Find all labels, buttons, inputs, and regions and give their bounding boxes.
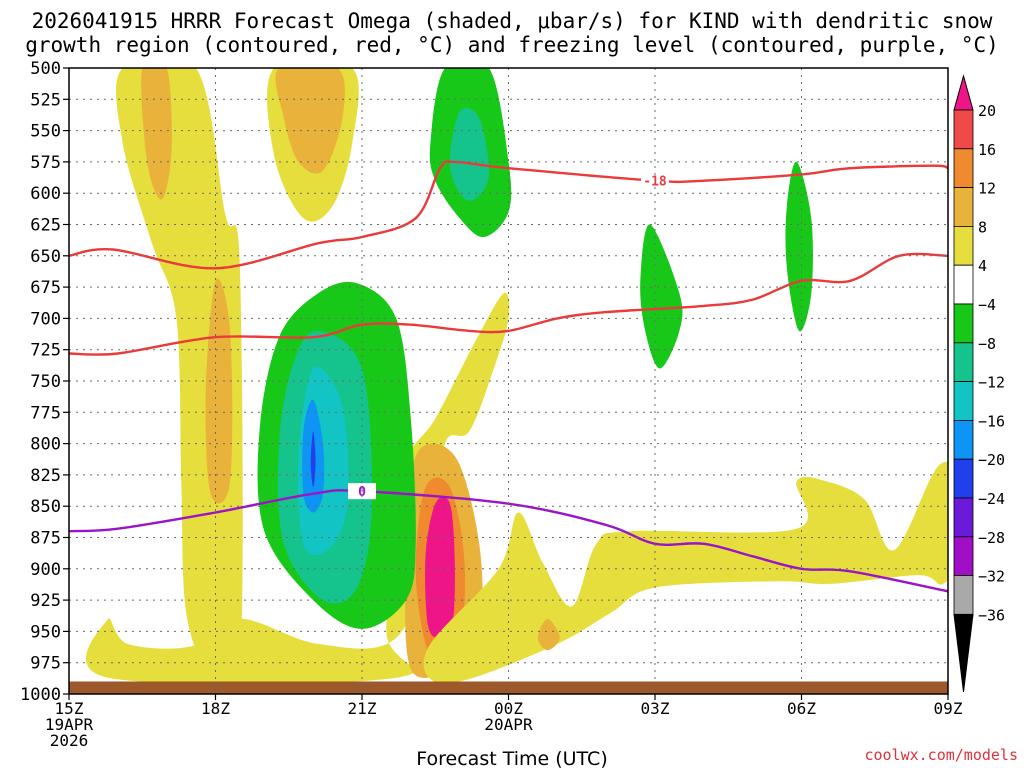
y-tick-label-800: 800	[30, 435, 61, 455]
colorbar-bottom-arrow	[953, 613, 974, 693]
y-tick-label-675: 675	[30, 278, 61, 298]
colorbar-segment-8	[953, 381, 974, 421]
colorbar-label-9: −20	[978, 451, 1005, 469]
colorbar-segment-9	[953, 419, 974, 460]
x-tick-label-3: 18Z	[201, 699, 230, 718]
omega-colorbar: 20 16 12 8 4 −4 −8 −12 −16 −20 −24 −28 −32 −36	[953, 74, 1005, 693]
omega-region-downward-motion-afternoon-peak	[310, 431, 316, 488]
colorbar-label-10: −24	[978, 490, 1005, 508]
y-tick-label-525: 525	[30, 90, 61, 110]
omega-region-upward-motion-upper-plume-core	[275, 68, 345, 174]
x-tick-label-12: 03Z	[641, 699, 670, 718]
y-tick-label-600: 600	[30, 184, 61, 204]
colorbar-segment-3	[953, 187, 974, 227]
dgz-contour-line-0	[69, 160, 948, 270]
omega-region-upward-motion-core-early	[141, 68, 172, 200]
y-tick-label-1000: 1000	[20, 685, 61, 705]
colorbar-top-arrow	[953, 74, 974, 111]
x-tick-label-6: 21Z	[348, 699, 377, 718]
colorbar-label-6: −8	[978, 335, 996, 353]
x-tick-label-15: 06Z	[787, 699, 816, 718]
colorbar-segment-11	[953, 497, 974, 538]
omega-region-downward-motion-late-cell	[785, 161, 813, 332]
omega-region-downward-motion-upper-plume-core	[449, 107, 490, 201]
colorbar-label-3: 8	[978, 218, 987, 236]
colorbar-segment-1	[953, 109, 974, 150]
y-tick-label-750: 750	[30, 372, 61, 392]
y-tick-label-550: 550	[30, 122, 61, 142]
colorbar-segment-5	[953, 264, 974, 305]
colorbar-label-7: −12	[978, 374, 1005, 392]
y-tick-label-575: 575	[30, 153, 61, 173]
y-tick-label-775: 775	[30, 403, 61, 423]
dgz-contour-label-0: -18	[643, 175, 667, 190]
colorbar-label-13: −36	[978, 606, 1005, 624]
x-axis-title: Forecast Time (UTC)	[416, 748, 607, 768]
y-tick-label-850: 850	[30, 497, 61, 517]
colorbar-segment-2	[953, 148, 974, 189]
colorbar-segment-12	[953, 536, 974, 576]
site-credit[interactable]: coolwx.com/models	[864, 746, 1018, 764]
colorbar-label-4: 4	[978, 257, 987, 275]
y-tick-label-500: 500	[30, 59, 61, 79]
x-tick-label-18: 09Z	[934, 699, 963, 718]
y-tick-label-725: 725	[30, 341, 61, 361]
ground-layer	[69, 681, 948, 694]
y-axis: 500 525 550 575 600 625 650 675 700 725 750 775 800 8…	[20, 59, 69, 705]
x-axis: 15Z 19APR 2026 18Z 21Z 00Z 20APR 03Z 06Z 09Z	[45, 694, 963, 750]
x-tick-label-9: 00Z 20APR	[484, 699, 533, 734]
colorbar-segment-10	[953, 458, 974, 499]
freezing-level-label-0: 0	[358, 485, 366, 500]
y-tick-label-975: 975	[30, 654, 61, 674]
omega-region-upward-motion-evening-band	[423, 461, 948, 684]
colorbar-label-12: −32	[978, 568, 1005, 586]
colorbar-label-2: 12	[978, 180, 996, 198]
chart-title-line-1: 2026041915 HRRR Forecast Omega (shaded, …	[31, 9, 993, 33]
colorbar-label-5: −4	[978, 296, 996, 314]
colorbar-label-0: 20	[978, 102, 996, 120]
y-tick-label-950: 950	[30, 622, 61, 642]
y-tick-label-625: 625	[30, 216, 61, 236]
colorbar-segment-6	[953, 303, 974, 344]
y-tick-label-925: 925	[30, 591, 61, 611]
colorbar-label-1: 16	[978, 141, 996, 159]
y-tick-label-900: 900	[30, 560, 61, 580]
freezing-level-line-0	[69, 489, 948, 593]
colorbar-segment-4	[953, 225, 974, 266]
colorbar-label-8: −16	[978, 412, 1005, 430]
contour-layer: -18 0	[69, 160, 948, 593]
omega-region-upward-motion-evening-spot	[537, 618, 560, 651]
chart-title-line-2: growth region (contoured, red, °C) and f…	[25, 33, 999, 57]
omega-region-upward-motion-midlevel-early	[205, 278, 233, 504]
omega-region-downward-motion-evening-cell	[640, 224, 683, 369]
colorbar-segment-7	[953, 342, 974, 382]
y-tick-label-825: 825	[30, 466, 61, 486]
freezing-level-label-bg-0	[348, 483, 376, 500]
y-tick-label-875: 875	[30, 529, 61, 549]
dgz-contour-line-1	[69, 252, 948, 356]
colorbar-segment-13	[953, 575, 974, 615]
x-tick-label-0: 15Z 19APR 2026	[45, 699, 94, 750]
omega-region-upward-motion-core-peak	[425, 496, 455, 638]
omega-shading-layer	[69, 68, 948, 694]
y-tick-label-650: 650	[30, 247, 61, 267]
colorbar-label-11: −28	[978, 529, 1005, 547]
y-tick-label-700: 700	[30, 309, 61, 329]
